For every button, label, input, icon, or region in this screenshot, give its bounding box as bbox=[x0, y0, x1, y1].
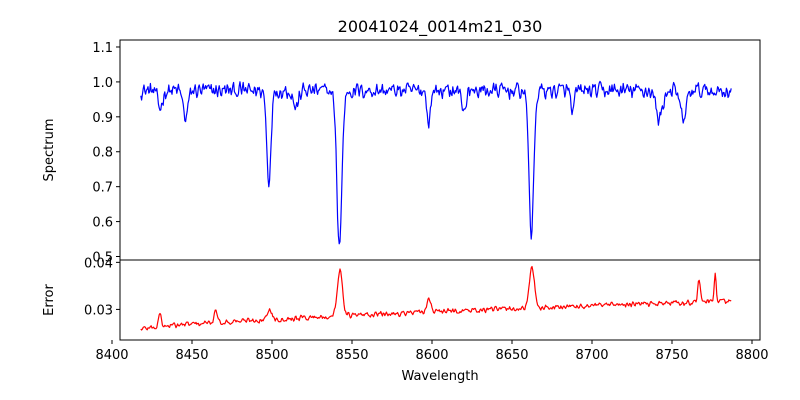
x-tick-label: 8750 bbox=[655, 348, 688, 363]
spectrum-y-tick-label: 0.7 bbox=[92, 181, 113, 196]
chart-title: 20041024_0014m21_030 bbox=[338, 17, 543, 37]
error-series bbox=[140, 265, 732, 331]
x-tick-label: 8500 bbox=[255, 348, 288, 363]
x-tick-label: 8650 bbox=[495, 348, 528, 363]
spectrum-y-ticks: 0.5 0.6 0.7 0.8 0.9 1.0 1.1 bbox=[92, 41, 120, 266]
x-tick-label: 8800 bbox=[735, 348, 768, 363]
spectrum-y-tick-label: 0.8 bbox=[92, 146, 113, 161]
spectrum-y-axis-label: Spectrum bbox=[42, 119, 57, 182]
error-panel: 0.03 0.04 Error bbox=[42, 256, 761, 341]
spectrum-panel: 0.5 0.6 0.7 0.8 0.9 1.0 1.1 Spectrum bbox=[42, 39, 761, 266]
spectrum-line bbox=[140, 80, 732, 245]
error-y-ticks: 0.03 0.04 bbox=[84, 256, 120, 318]
x-tick-label: 8700 bbox=[575, 348, 608, 363]
spectrum-y-tick-label: 1.0 bbox=[92, 76, 113, 91]
x-tick-label: 8550 bbox=[335, 348, 368, 363]
spectrum-y-tick-label: 1.1 bbox=[92, 41, 113, 56]
error-y-tick-label: 0.03 bbox=[84, 303, 113, 318]
x-axis-ticks: 8400 8450 8500 8550 8600 8650 8700 8750 8800 bbox=[95, 340, 769, 363]
spectrum-y-tick-label: 0.5 bbox=[92, 251, 113, 266]
spectrum-y-tick-label: 0.9 bbox=[92, 111, 113, 126]
error-line bbox=[140, 265, 732, 331]
x-tick-label: 8450 bbox=[175, 348, 208, 363]
error-axes-frame bbox=[119, 259, 761, 341]
x-tick-label: 8600 bbox=[415, 348, 448, 363]
error-y-axis-label: Error bbox=[42, 284, 57, 316]
error-y-tick-label: 0.04 bbox=[84, 256, 113, 271]
spectrum-series bbox=[140, 80, 732, 245]
spectrum-y-tick-label: 0.6 bbox=[92, 216, 113, 231]
x-tick-label: 8400 bbox=[95, 348, 128, 363]
x-axis-label: Wavelength bbox=[401, 369, 478, 384]
